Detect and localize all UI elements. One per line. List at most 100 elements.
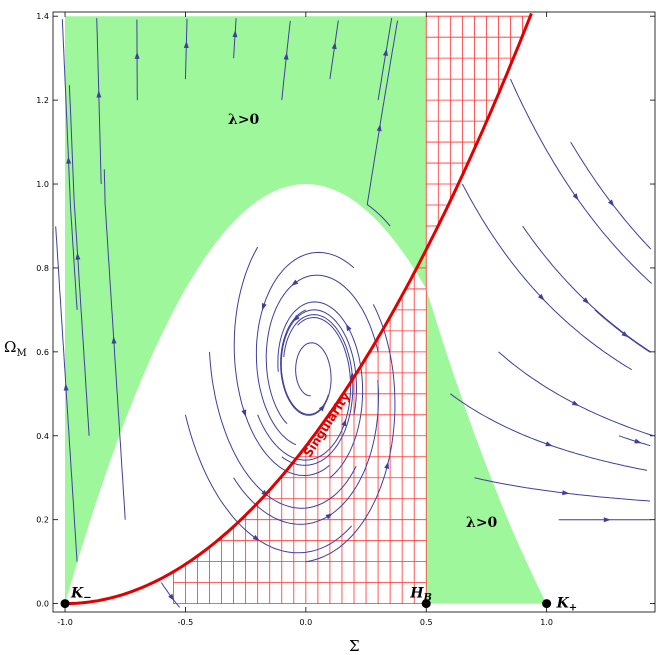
fixed-point-marker [60,599,70,609]
x-axis-label-text: Σ [349,637,360,655]
plot-frame [52,11,656,613]
streamline-arrow [562,490,570,496]
streamline-arrow [384,461,390,470]
streamline [366,20,399,227]
x-tick-label: -0.5 [178,618,194,627]
y-tick-label: 1.2 [36,96,49,105]
streamline-arrow [96,90,102,98]
streamline [281,20,291,101]
streamline [377,17,393,101]
fixed-point-label: K+ [556,596,578,614]
x-tick-label: -1.0 [57,618,73,627]
streamline [510,78,652,284]
streamline-arrow [261,303,267,311]
y-tick-label: 0.0 [36,600,49,609]
streamline [498,351,653,436]
streamline [160,582,180,608]
singularity-line [65,12,533,606]
streamline [474,477,651,502]
fixed-point-label: K− [70,586,92,604]
y-axis-label: ΩM [4,338,27,359]
y-tick-label: 1.4 [36,12,49,21]
streamline [233,246,330,477]
streamline-arrow [252,534,260,541]
y-axis-label-sub: M [16,348,26,359]
streamline-arrow [345,323,352,332]
singularity-curve [65,12,533,606]
streamline-arrow [537,293,545,301]
streamline [55,226,78,562]
streamline-arrow [571,400,580,406]
lambda-region-upper [65,16,427,604]
streamline-arrow [634,438,642,444]
streamline-arrow [607,199,615,207]
x-tick-label: 1.0 [540,618,553,627]
streamline-arrow [341,418,347,427]
streamline-arrow [232,30,238,38]
x-tick-label: 0.5 [420,618,433,627]
tick-labels: -1.0 -0.5 0.0 0.5 1.0 0.0 0.2 0.4 0.6 0.8 1.0 1.2 1.… [36,12,553,627]
streamline [305,304,396,563]
x-tick-label: 0.0 [299,618,312,627]
y-tick-label: 0.6 [36,348,49,357]
streamline [570,141,652,250]
y-tick-label: 0.4 [36,432,49,441]
y-tick-label: 0.2 [36,516,49,525]
streamline-arrow [621,331,629,338]
fixed-point-label-sub: − [83,593,91,604]
fixed-point-label: HB [409,586,432,604]
streamline-arrow [283,52,289,60]
streamline-arrow [545,441,553,447]
streamline-arrow [291,279,299,286]
streamline [233,18,237,59]
streamline-arrow [75,252,81,260]
region-label-upper: λ>0 [228,112,260,128]
y-axis-label-main: Ω [4,338,16,356]
streamline-arrow [582,297,590,305]
fixed-points: K− HB K+ [60,586,578,614]
streamline-arrow [603,517,611,523]
lambda-region-lower [426,288,547,604]
x-axis-label: Σ [349,637,360,655]
streamline [522,225,651,353]
streamline-arrow [168,593,175,601]
fixed-point-marker [421,599,431,609]
streamline [96,18,102,185]
streamline [255,251,355,446]
streamline [329,20,339,80]
streamline-arrow [63,383,69,391]
fixed-point-label-main: K [556,596,570,612]
y-tick-label: 0.8 [36,264,49,273]
streamline [594,309,651,353]
streamline-arrow [331,41,337,50]
streamline-arrow [325,513,333,520]
fixed-point-marker [542,599,552,609]
fixed-point-label-main: H [409,586,424,602]
streamline [68,85,90,436]
y-tick-label: 1.0 [36,180,49,189]
streamline [209,351,357,509]
streamline-arrow [382,48,388,57]
streamline [61,19,78,310]
streamline [257,316,352,461]
fixed-point-label-sub: B [422,593,431,604]
streamline-arrow [111,336,117,344]
streamline [103,169,126,520]
y-axis-label-text: ΩM [4,338,27,359]
streamline-arrow [241,409,247,417]
fixed-point-label-main: K [70,586,84,602]
streamline-arrow [318,404,326,412]
streamline-arrow [293,314,300,322]
lambda-positive-regions [65,16,547,604]
streamline [280,309,332,416]
streamline [618,435,651,447]
streamlines [55,17,653,608]
region-label-lower: λ>0 [466,515,498,531]
streamline-arrow [183,40,189,48]
streamline-arrow [66,156,72,164]
fixed-point-label-sub: + [569,603,577,614]
streamline [277,301,364,479]
streamline-arrow [572,193,579,201]
